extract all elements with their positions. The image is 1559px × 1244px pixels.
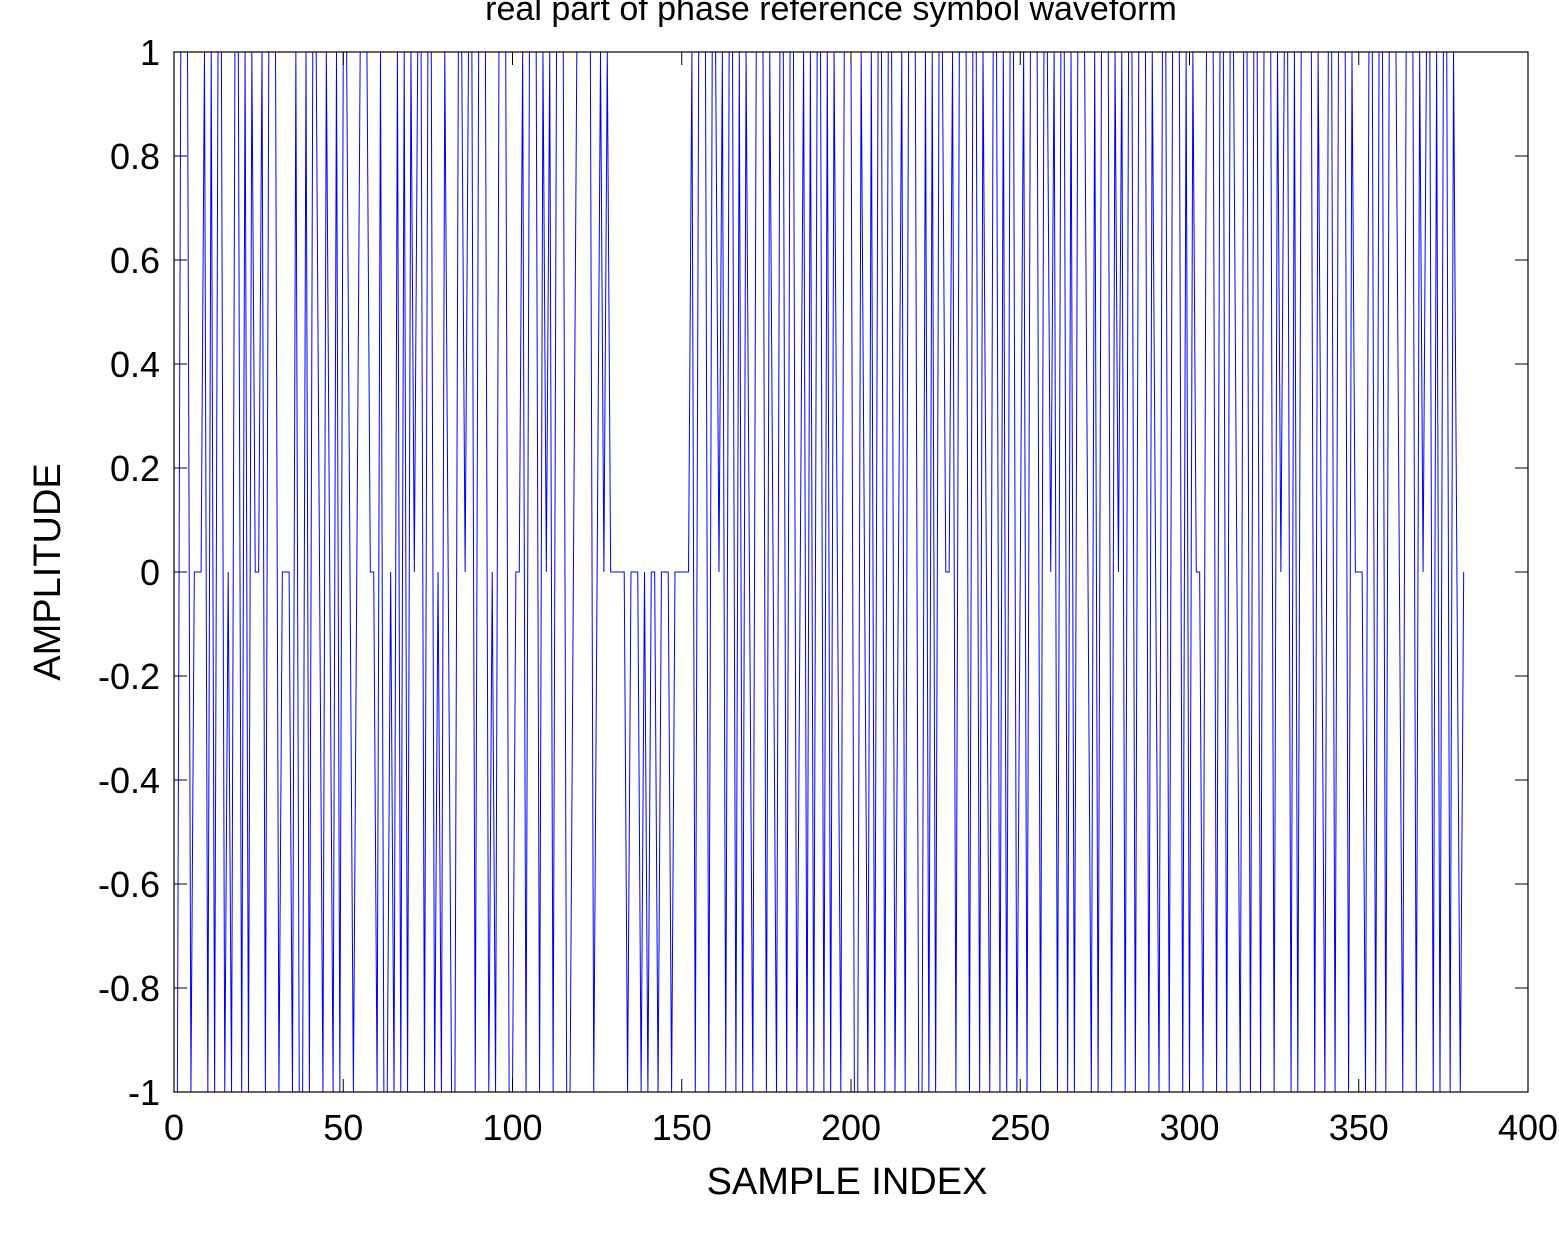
x-axis-title: SAMPLE INDEX [707,1161,988,1203]
y-tick-label: -0.2 [98,656,160,697]
y-tick-label: -0.6 [98,864,160,905]
y-tick-label: -0.4 [98,760,160,801]
x-tick-label: 250 [990,1107,1050,1148]
x-tick-label: 50 [323,1107,363,1148]
y-tick-label: -1 [128,1072,160,1113]
plot-area [174,52,1528,1092]
y-tick-label: 1 [140,32,160,73]
x-tick-label: 0 [164,1107,184,1148]
y-tick-label: 0.2 [110,448,160,489]
x-tick-label: 200 [821,1107,881,1148]
y-tick-label: 0.6 [110,240,160,281]
x-tick-label: 100 [482,1107,542,1148]
y-tick-label: -0.8 [98,968,160,1009]
x-tick-label: 400 [1498,1107,1558,1148]
y-axis-title: AMPLITUDE [27,463,69,680]
chart-title: real part of phase reference symbol wave… [485,0,1177,28]
x-tick-label: 300 [1159,1107,1219,1148]
y-tick-label: 0.8 [110,136,160,177]
tick-layer: 0 50 100 150 200 250 300 350 400 -1 -0.8 -0.6 -0.4 -0… [98,32,1558,1148]
y-tick-label: 0.4 [110,344,160,385]
y-tick-label: 0 [140,552,160,593]
x-tick-label: 150 [652,1107,712,1148]
x-tick-label: 350 [1329,1107,1389,1148]
